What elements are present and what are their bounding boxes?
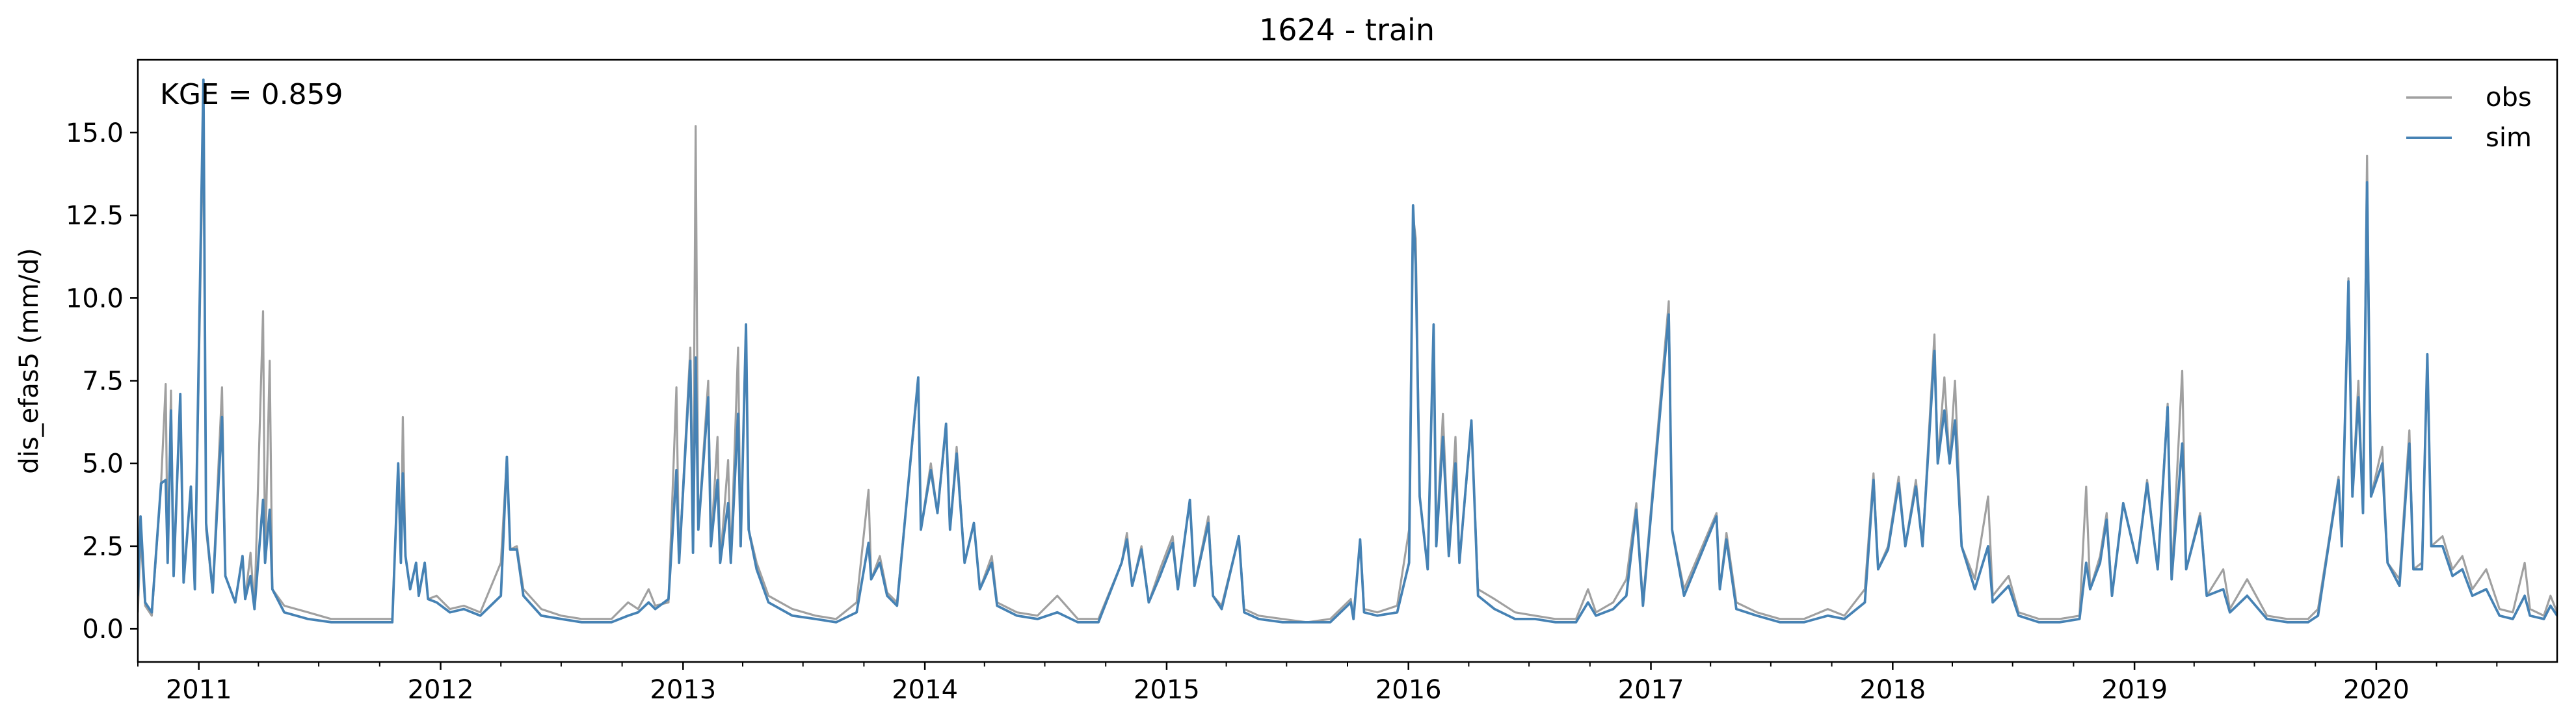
y-tick-label: 10.0 (66, 284, 124, 313)
x-tick-label: 2012 (408, 675, 474, 705)
legend-label-sim: sim (2486, 123, 2532, 153)
x-tick-label: 2011 (166, 675, 232, 705)
y-tick-label: 5.0 (82, 449, 124, 479)
sim-series-layer (138, 78, 2557, 624)
x-axis-ticks: 2011 2012 2013 2014 2015 2016 2017 2018 2019 2020 (166, 662, 2410, 705)
x-tick-label: 2015 (1134, 675, 1200, 705)
sim-series-line (138, 78, 2557, 624)
x-tick-label: 2019 (2101, 675, 2168, 705)
y-tick-label: 2.5 (82, 532, 124, 562)
x-tick-label: 2017 (1618, 675, 1684, 705)
y-tick-label: 15.0 (66, 118, 124, 148)
kge-annotation: KGE = 0.859 (160, 78, 343, 111)
x-tick-label: 2020 (2343, 675, 2410, 705)
y-tick-label: 12.5 (66, 201, 124, 231)
y-tick-label: 7.5 (82, 367, 124, 397)
x-tick-label: 2014 (892, 675, 958, 705)
legend: obs sim (2406, 83, 2532, 153)
x-tick-label: 2018 (1859, 675, 1926, 705)
x-tick-label: 2013 (650, 675, 716, 705)
x-tick-label: 2016 (1375, 675, 1442, 705)
y-axis-label: dis_efas5 (mm/d) (14, 248, 44, 474)
chart-title: 1624 - train (1259, 12, 1435, 47)
y-axis-ticks: 0.0 2.5 5.0 7.5 10.0 12.5 15.0 (66, 118, 138, 644)
y-tick-label: 0.0 (82, 615, 124, 644)
plot-area (138, 78, 2557, 624)
legend-label-obs: obs (2486, 83, 2532, 112)
axes-frame (137, 59, 2558, 663)
